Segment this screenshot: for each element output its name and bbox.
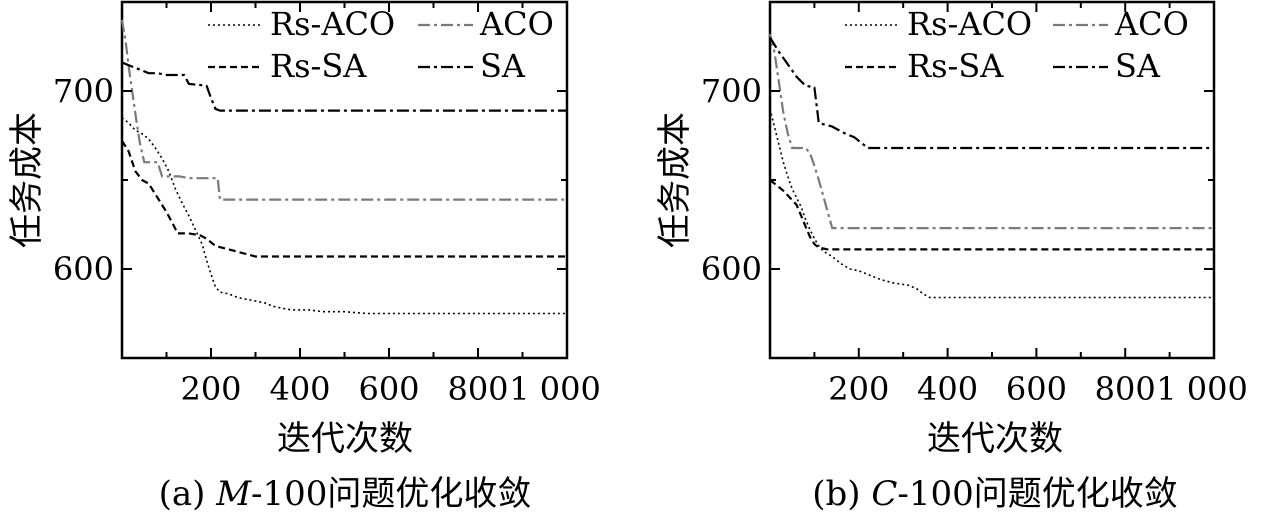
- legend-label-aco: ACO: [1114, 5, 1189, 43]
- legend-label-rs-aco: Rs-ACO: [907, 5, 1032, 43]
- series-line-rs-sa: [121, 140, 567, 258]
- series-line-rs-sa: [769, 179, 1214, 251]
- legend: Rs-ACO ACO Rs-SA SA: [845, 5, 1189, 85]
- series-line-rs-aco: [121, 117, 567, 315]
- x-tick-label: 1 000: [1156, 370, 1248, 408]
- legend-label-sa: SA: [480, 47, 526, 85]
- legend-label-rs-aco: Rs-ACO: [270, 5, 395, 43]
- x-tick-label: 600: [358, 370, 419, 408]
- x-tick-label: 800: [447, 370, 508, 408]
- legend-label-rs-sa: Rs-SA: [907, 47, 1004, 85]
- chart-panel-b: 200 400 600 800 1 000 600 700 Rs-ACO ACO Rs-SA SA 迭…: [655, 0, 1248, 514]
- x-tick-label: 200: [180, 370, 241, 408]
- series-line-aco: [768, 33, 1214, 230]
- series-line-sa: [121, 61, 567, 112]
- x-tick-label: 800: [1095, 370, 1156, 408]
- x-tick-label: 1 000: [509, 370, 601, 408]
- y-tick-label: 600: [53, 250, 114, 288]
- y-axis-title: 任务成本: [655, 112, 695, 248]
- series-line-aco: [120, 19, 567, 201]
- x-tick-label: 200: [828, 370, 889, 408]
- x-tick-label: 400: [269, 370, 330, 408]
- legend-label-sa: SA: [1115, 47, 1161, 85]
- y-tick-label: 700: [53, 72, 114, 110]
- legend-label-rs-sa: Rs-SA: [270, 47, 367, 85]
- series-line-sa: [769, 37, 1214, 150]
- series-line-rs-aco: [769, 108, 1214, 299]
- y-tick-label: 600: [701, 250, 762, 288]
- legend-label-aco: ACO: [479, 5, 554, 43]
- x-axis-title: 迭代次数: [927, 419, 1063, 459]
- x-axis-title: 迭代次数: [277, 419, 413, 459]
- series-group: [768, 33, 1214, 299]
- y-tick-label: 700: [701, 72, 762, 110]
- x-tick-label: 400: [917, 370, 978, 408]
- x-tick-label: 600: [1006, 370, 1067, 408]
- legend: Rs-ACO ACO Rs-SA SA: [208, 5, 554, 85]
- y-axis-title: 任务成本: [7, 112, 47, 248]
- series-group: [120, 19, 567, 315]
- panel-caption: (a) M-100问题优化收敛: [159, 474, 532, 514]
- panel-caption: (b) C-100问题优化收敛: [812, 474, 1178, 514]
- chart-panel-a: 200 400 600 800 1 000 600 700 Rs-ACO ACO Rs-SA SA 迭…: [7, 0, 601, 514]
